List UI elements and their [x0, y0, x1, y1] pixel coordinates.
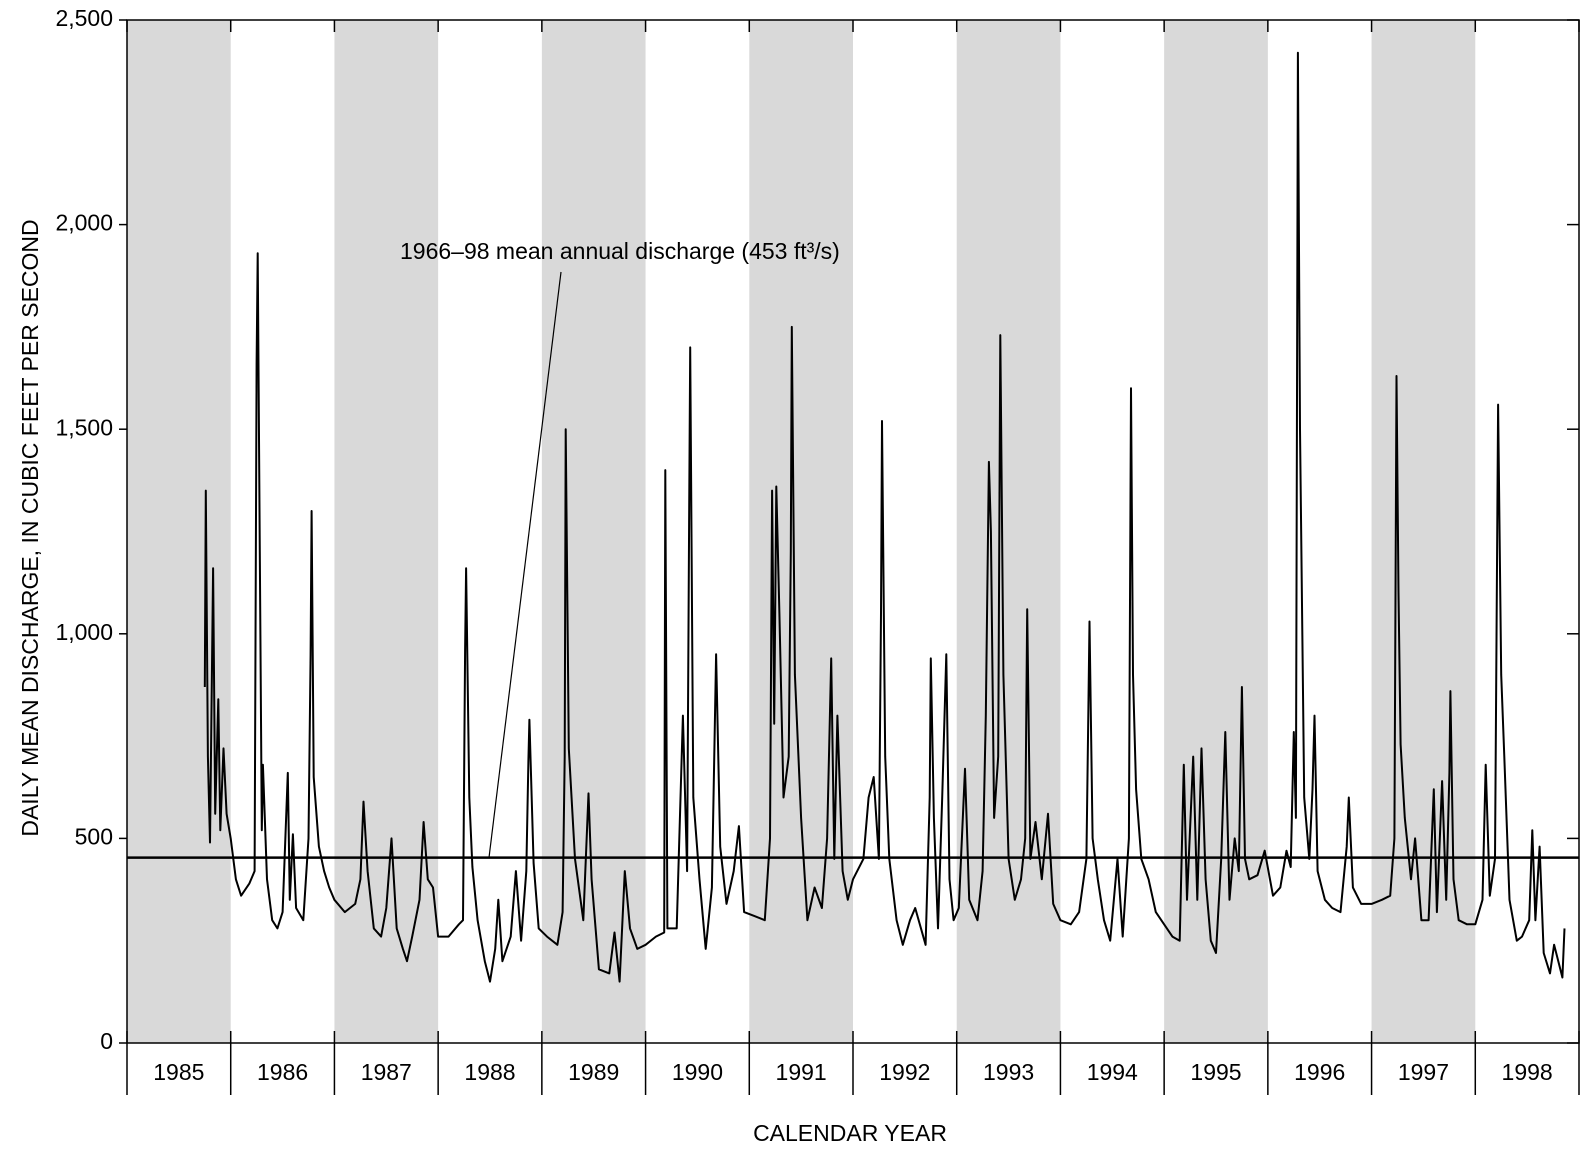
- x-tick-label: 1994: [1087, 1059, 1138, 1085]
- y-tick-label: 1,000: [55, 619, 113, 645]
- x-tick-label: 1996: [1294, 1059, 1345, 1085]
- year-band: [1164, 20, 1268, 1043]
- x-tick-label: 1991: [776, 1059, 827, 1085]
- x-tick-label: 1988: [464, 1059, 515, 1085]
- y-tick-label: 0: [100, 1028, 113, 1054]
- x-tick-label: 1986: [257, 1059, 308, 1085]
- x-tick-label: 1985: [153, 1059, 204, 1085]
- y-tick-label: 500: [75, 823, 113, 849]
- x-axis-title: CALENDAR YEAR: [753, 1120, 947, 1146]
- y-tick-label: 2,000: [55, 210, 113, 236]
- annotation-leader: [488, 271, 562, 858]
- x-tick-label: 1990: [672, 1059, 723, 1085]
- year-band: [956, 20, 1061, 1043]
- y-tick-label: 1,500: [55, 414, 113, 440]
- year-band: [1371, 20, 1476, 1043]
- x-tick-label: 1992: [879, 1059, 930, 1085]
- year-band: [749, 20, 853, 1043]
- annotation: 1966–98 mean annual discharge (453 ft³/s…: [400, 238, 840, 264]
- year-band: [334, 20, 439, 1043]
- x-tick-label: 1993: [983, 1059, 1034, 1085]
- x-tick-label: 1987: [361, 1059, 412, 1085]
- year-band: [541, 20, 646, 1043]
- x-tick-label: 1995: [1190, 1059, 1241, 1085]
- x-tick-label: 1997: [1398, 1059, 1449, 1085]
- x-tick-label: 1998: [1502, 1059, 1553, 1085]
- x-tick-label: 1989: [568, 1059, 619, 1085]
- discharge-line: [203, 51, 1566, 983]
- year-band: [127, 20, 231, 1043]
- plot-frame: [126, 19, 1580, 1044]
- y-axis-title: DAILY MEAN DISCHARGE, IN CUBIC FEET PER …: [17, 219, 43, 836]
- y-tick-label: 2,500: [55, 5, 113, 31]
